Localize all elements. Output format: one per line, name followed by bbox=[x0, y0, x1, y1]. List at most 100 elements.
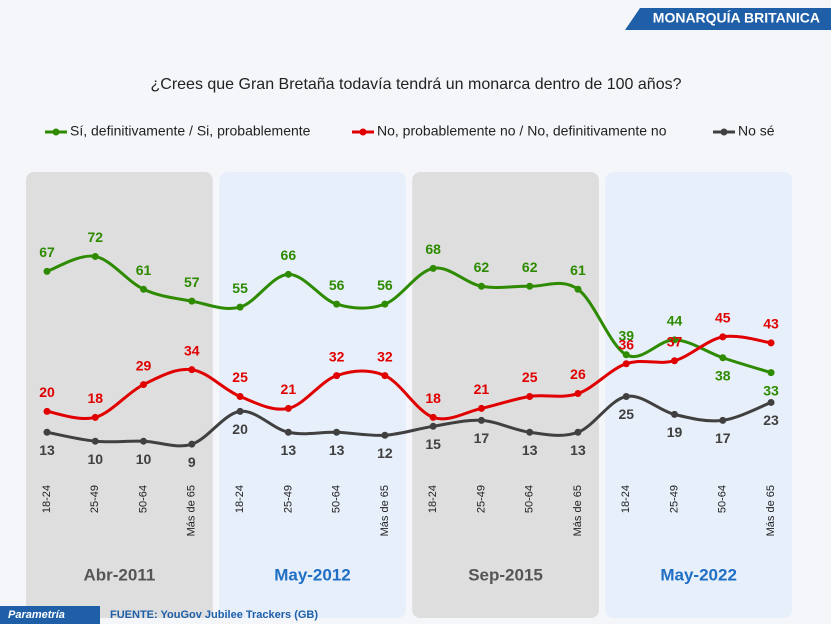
data-point bbox=[333, 428, 341, 436]
data-point bbox=[284, 270, 292, 278]
data-point bbox=[140, 381, 148, 389]
legend-marker bbox=[359, 128, 367, 136]
data-label: 19 bbox=[667, 424, 683, 440]
data-point bbox=[477, 404, 485, 412]
data-point bbox=[574, 390, 582, 398]
x-tick-label: Más de 65 bbox=[572, 485, 584, 536]
series-line bbox=[46, 254, 772, 375]
x-tick-label: Más de 65 bbox=[379, 485, 391, 536]
data-point bbox=[477, 282, 485, 290]
legend-marker bbox=[720, 128, 728, 136]
data-label: 36 bbox=[618, 336, 634, 352]
x-tick-label: 25-49 bbox=[282, 485, 294, 513]
x-tick-label: 18-24 bbox=[41, 485, 53, 513]
data-point bbox=[429, 413, 437, 421]
data-label: 45 bbox=[715, 310, 731, 326]
data-point bbox=[188, 366, 196, 374]
data-point bbox=[622, 360, 630, 368]
data-label: 25 bbox=[522, 369, 538, 385]
data-label: 13 bbox=[570, 442, 586, 458]
data-label: 66 bbox=[281, 247, 297, 263]
data-label: 25 bbox=[618, 406, 634, 422]
x-tick-label: 25-49 bbox=[668, 485, 680, 513]
data-point bbox=[43, 267, 51, 275]
data-label: 33 bbox=[763, 382, 779, 398]
data-point bbox=[284, 404, 292, 412]
data-label: 38 bbox=[715, 367, 731, 383]
data-point bbox=[429, 422, 437, 430]
data-point bbox=[188, 440, 196, 448]
data-label: 9 bbox=[188, 454, 196, 470]
data-label: 43 bbox=[763, 316, 779, 332]
data-label: 44 bbox=[667, 313, 683, 329]
data-label: 13 bbox=[39, 442, 55, 458]
data-label: 29 bbox=[136, 357, 152, 373]
footer-brand: Parametría bbox=[8, 609, 65, 621]
data-label: 18 bbox=[87, 390, 103, 406]
x-tick-label: 50-64 bbox=[717, 485, 729, 513]
data-point bbox=[622, 393, 630, 400]
legend-label: No, probablemente no / No, definitivamen… bbox=[377, 123, 667, 139]
data-label: 17 bbox=[715, 430, 731, 446]
x-tick-label: 18-24 bbox=[234, 485, 246, 513]
data-label: 20 bbox=[39, 384, 55, 400]
data-label: 21 bbox=[281, 381, 297, 397]
data-point bbox=[477, 416, 485, 424]
data-label: 26 bbox=[570, 366, 586, 382]
data-point bbox=[574, 285, 582, 293]
data-label: 56 bbox=[377, 277, 393, 293]
data-label: 18 bbox=[425, 390, 441, 406]
x-tick-label: 50-64 bbox=[524, 485, 536, 513]
data-label: 13 bbox=[281, 442, 297, 458]
series-line bbox=[46, 394, 772, 448]
data-label: 37 bbox=[667, 333, 683, 349]
header-banner bbox=[625, 8, 831, 30]
series-line bbox=[46, 334, 772, 421]
data-label: 32 bbox=[377, 348, 393, 364]
data-label: 23 bbox=[763, 412, 779, 428]
x-tick-label: 18-24 bbox=[620, 485, 632, 513]
data-label: 32 bbox=[329, 348, 345, 364]
data-label: 55 bbox=[232, 280, 248, 296]
data-point bbox=[91, 413, 99, 421]
data-label: 56 bbox=[329, 277, 345, 293]
data-label: 10 bbox=[136, 451, 152, 467]
data-point bbox=[671, 410, 679, 418]
x-tick-label: 25-49 bbox=[475, 485, 487, 513]
data-label: 21 bbox=[474, 381, 490, 397]
data-point bbox=[333, 300, 341, 308]
data-point bbox=[236, 303, 244, 311]
data-label: 34 bbox=[184, 342, 200, 358]
data-point bbox=[767, 398, 775, 406]
data-label: 25 bbox=[232, 369, 248, 385]
period-panel bbox=[605, 172, 793, 618]
data-point bbox=[381, 431, 389, 439]
data-label: 13 bbox=[522, 442, 538, 458]
x-tick-label: 25-49 bbox=[89, 485, 101, 513]
data-point bbox=[43, 428, 51, 436]
data-label: 67 bbox=[39, 244, 55, 260]
data-label: 62 bbox=[522, 259, 538, 275]
data-point bbox=[767, 339, 775, 347]
data-point bbox=[43, 407, 51, 415]
period-label: Abr-2011 bbox=[83, 565, 155, 584]
data-point bbox=[284, 428, 292, 436]
data-point bbox=[429, 264, 437, 272]
x-tick-label: Más de 65 bbox=[186, 485, 198, 536]
legend-label: No sé bbox=[738, 123, 775, 139]
data-label: 39 bbox=[618, 327, 634, 343]
period-label: May-2022 bbox=[660, 565, 737, 584]
data-label: 61 bbox=[136, 262, 152, 278]
header: MONARQUÍA BRITANICA bbox=[653, 10, 820, 26]
data-point bbox=[333, 372, 341, 380]
data-label: 61 bbox=[570, 262, 586, 278]
data-point bbox=[767, 369, 775, 377]
data-point bbox=[574, 428, 582, 436]
data-label: 20 bbox=[232, 421, 248, 437]
data-point bbox=[719, 416, 727, 424]
period-panel bbox=[219, 172, 406, 618]
data-point bbox=[236, 407, 244, 415]
data-point bbox=[91, 252, 99, 260]
data-label: 10 bbox=[87, 451, 103, 467]
data-label: 13 bbox=[329, 442, 345, 458]
